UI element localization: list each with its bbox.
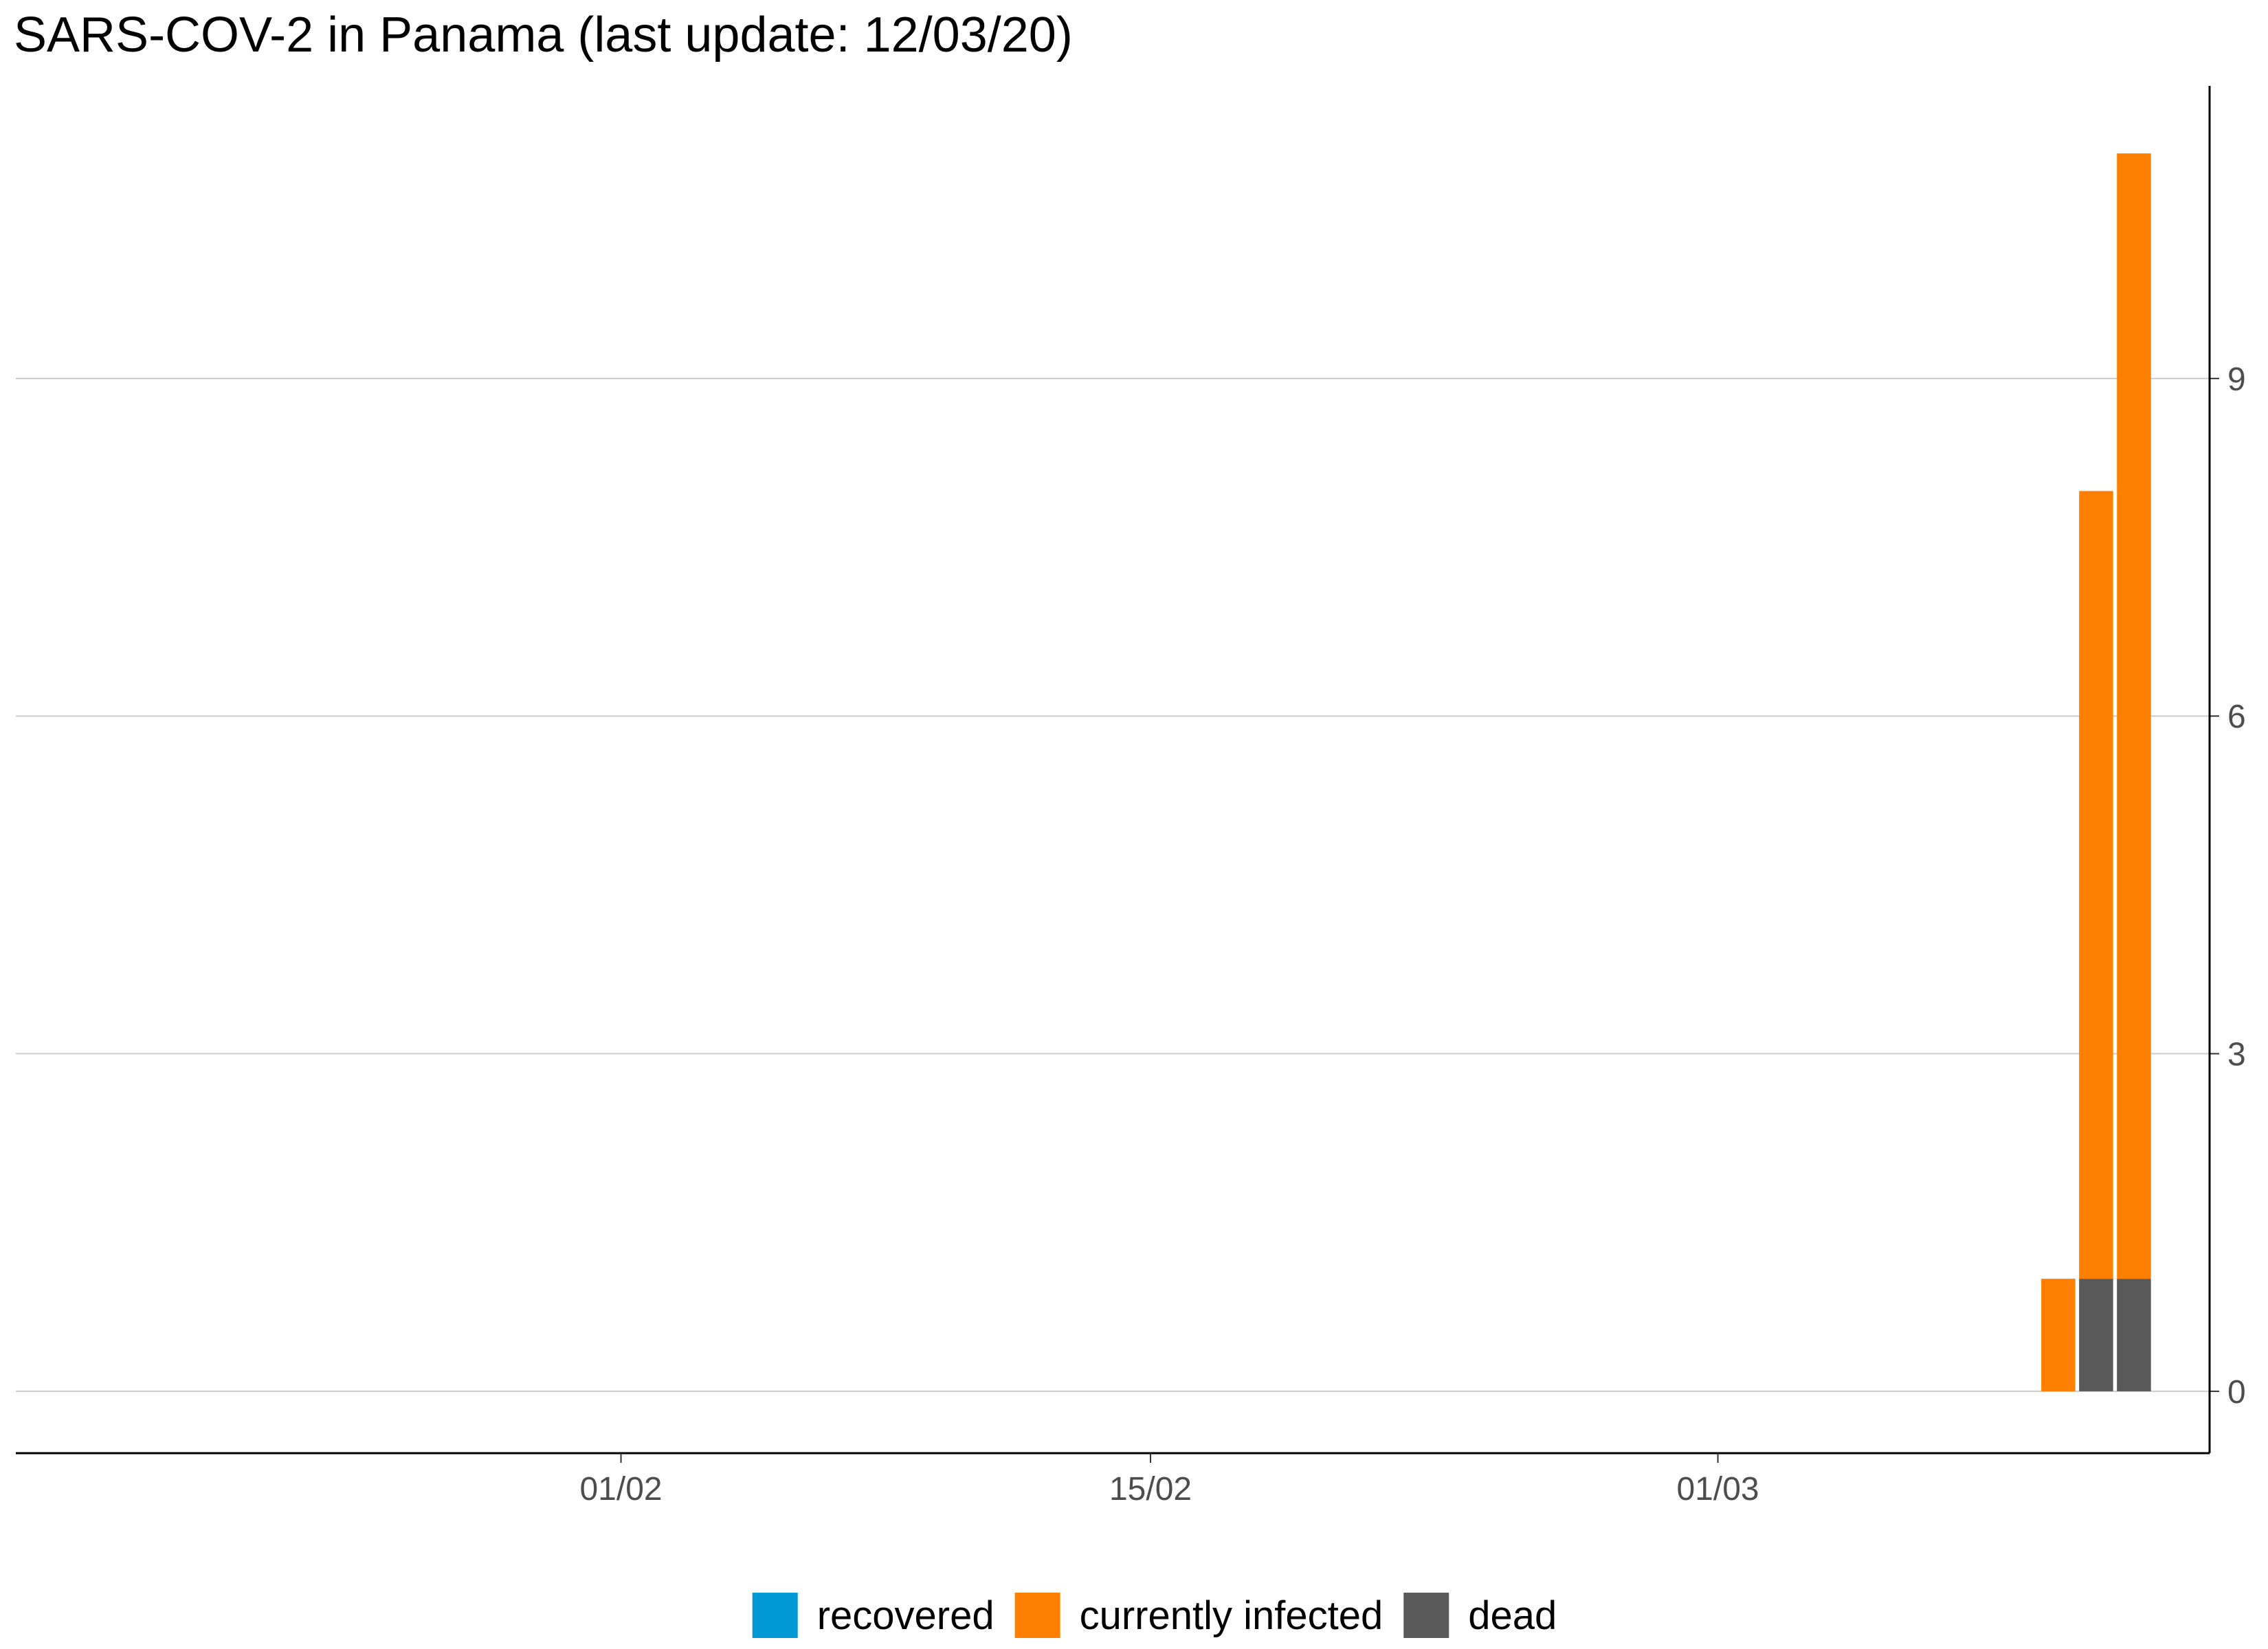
bar-currently-infected xyxy=(2079,491,2113,1279)
x-tick-label: 01/02 xyxy=(579,1471,662,1507)
y-tick-label: 6 xyxy=(2227,699,2246,735)
gridlines xyxy=(16,377,2210,1392)
legend: recovered currently infected dead xyxy=(752,1593,1557,1638)
legend-key-dead xyxy=(1403,1593,1449,1638)
y-tick-label: 3 xyxy=(2227,1037,2246,1073)
bar-currently-infected xyxy=(2117,153,2151,1279)
legend-label-dead: dead xyxy=(1468,1593,1557,1638)
chart-title: SARS-COV-2 in Panama (last update: 12/03… xyxy=(14,8,1073,63)
x-tick-label: 15/02 xyxy=(1109,1471,1192,1507)
y-tick-label: 9 xyxy=(2227,361,2246,398)
legend-key-currently-infected xyxy=(1014,1593,1060,1638)
legend-label-recovered: recovered xyxy=(817,1593,994,1638)
legend-key-recovered xyxy=(752,1593,798,1638)
legend-label-currently-infected: currently infected xyxy=(1080,1593,1383,1638)
bar-currently-infected xyxy=(2041,1279,2076,1391)
bar-dead xyxy=(2117,1279,2151,1391)
bar-dead xyxy=(2079,1279,2113,1391)
y-tick-label: 0 xyxy=(2227,1374,2246,1411)
x-tick-label: 01/03 xyxy=(1676,1471,1759,1507)
axes: 0 3 6 9 01/02 15/02 01/03 xyxy=(16,86,2246,1507)
bars xyxy=(2041,153,2151,1391)
